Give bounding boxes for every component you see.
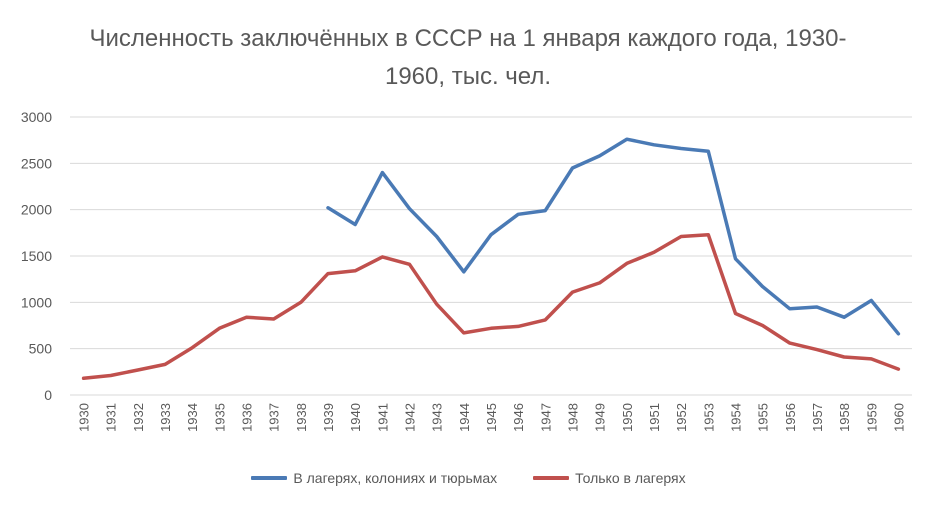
legend-item-series-2: Только в лагерях — [533, 470, 686, 486]
gridlines — [70, 116, 912, 396]
y-tick-label: 3000 — [21, 109, 52, 125]
x-tick-label: 1949 — [593, 403, 608, 432]
x-tick-label: 1948 — [565, 403, 580, 432]
series-line-2 — [81, 232, 901, 381]
legend-swatch-series-1 — [251, 476, 288, 480]
x-tick-label: 1958 — [837, 403, 852, 432]
legend: В лагерях, колониях и тюрьмах Только в л… — [0, 466, 937, 490]
y-tick-label: 0 — [44, 387, 52, 403]
y-tick-label: 1000 — [21, 294, 52, 310]
series-line-1 — [326, 137, 901, 336]
legend-label-series-2: Только в лагерях — [575, 470, 686, 486]
x-tick-label: 1935 — [212, 403, 227, 432]
x-tick-label: 1934 — [185, 403, 200, 432]
x-tick-label: 1937 — [267, 403, 282, 432]
x-tick-label: 1941 — [375, 403, 390, 432]
y-axis-ticks: 0 500 1000 1500 2000 2500 3000 — [21, 109, 52, 403]
x-tick-label: 1955 — [756, 403, 771, 432]
y-tick-label: 2500 — [21, 155, 52, 171]
x-tick-label: 1950 — [620, 403, 635, 432]
x-tick-label: 1944 — [457, 403, 472, 432]
x-tick-label: 1957 — [810, 403, 825, 432]
x-tick-label: 1945 — [484, 403, 499, 432]
x-tick-label: 1939 — [321, 403, 336, 432]
x-tick-label: 1947 — [538, 403, 553, 432]
y-tick-label: 500 — [29, 341, 53, 357]
x-tick-label: 1943 — [430, 403, 445, 432]
legend-item-series-1: В лагерях, колониях и тюрьмах — [251, 470, 497, 486]
x-tick-label: 1932 — [131, 403, 146, 432]
x-tick-label: 1946 — [511, 403, 526, 432]
x-tick-label: 1938 — [294, 403, 309, 432]
x-tick-label: 1952 — [674, 403, 689, 432]
x-tick-label: 1953 — [701, 403, 716, 432]
x-tick-label: 1936 — [240, 403, 255, 432]
x-tick-label: 1956 — [783, 403, 798, 432]
x-tick-label: 1940 — [348, 403, 363, 432]
x-tick-label: 1959 — [864, 403, 879, 432]
x-tick-label: 1933 — [158, 403, 173, 432]
chart-title: Численность заключённых в СССР на 1 янва… — [89, 25, 847, 90]
x-tick-label: 1931 — [104, 403, 119, 432]
x-tick-label: 1930 — [77, 403, 92, 432]
legend-swatch-series-2 — [533, 476, 570, 480]
x-axis-ticks: 1930 1931 1932 1933 1934 1935 1936 1937 1938 1939… — [77, 403, 907, 432]
x-tick-label: 1954 — [728, 403, 743, 432]
x-tick-label: 1960 — [891, 403, 906, 432]
legend-label-series-1: В лагерях, колониях и тюрьмах — [293, 470, 498, 486]
y-tick-label: 2000 — [21, 202, 52, 218]
y-tick-label: 1500 — [21, 248, 52, 264]
series-lines — [81, 137, 901, 381]
x-tick-label: 1951 — [647, 403, 662, 432]
x-tick-label: 1942 — [403, 403, 418, 432]
